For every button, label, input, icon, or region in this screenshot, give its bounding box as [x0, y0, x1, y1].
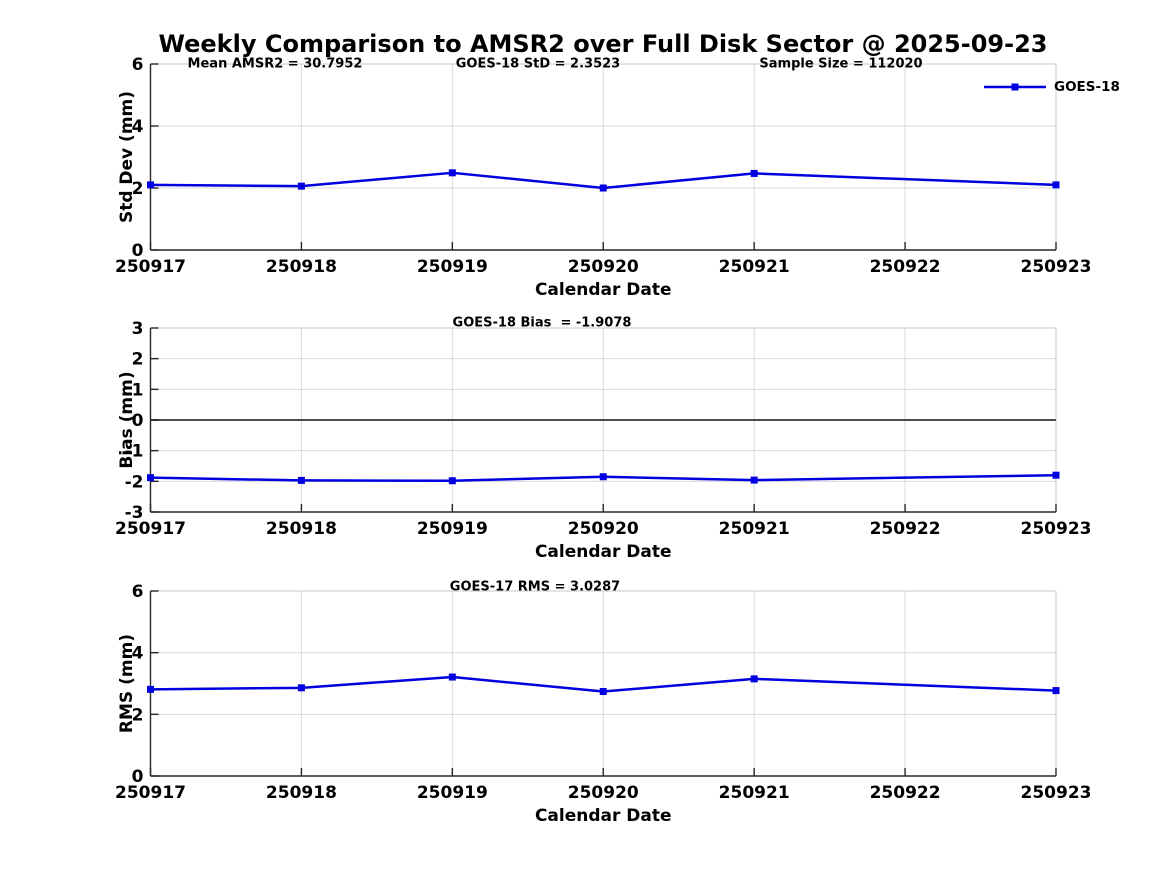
- annotation-text: GOES-18 StD = 2.3523: [456, 57, 620, 72]
- data-marker: [297, 476, 305, 484]
- y-axis-label: Bias (mm): [117, 371, 137, 468]
- subplot-bias: 250917 250918 250919 250920 250921 250922 2509…: [115, 316, 1091, 562]
- data-marker: [147, 685, 154, 693]
- annotation-text: Mean AMSR2 = 30.7952: [188, 57, 363, 72]
- x-tick-label: 250918: [266, 783, 337, 803]
- y-axis-label: Std Dev (mm): [117, 91, 137, 223]
- x-tick-label: 250918: [266, 519, 337, 539]
- y-tick-label: -3: [125, 503, 144, 523]
- y-tick-label: 6: [132, 582, 144, 602]
- data-marker: [750, 675, 758, 683]
- data-line-goes-18: [150, 171, 1057, 190]
- x-tick-label: 250923: [1021, 257, 1092, 277]
- x-tick-label: 250917: [115, 519, 186, 539]
- x-tick-label: 250921: [719, 257, 790, 277]
- x-tick-label: 250923: [1021, 783, 1092, 803]
- data-line-goes-18: [150, 675, 1057, 693]
- data-marker: [599, 473, 607, 481]
- x-tick-label: 250919: [417, 257, 488, 277]
- chart-title: Weekly Comparison to AMSR2 over Full Dis…: [158, 30, 1048, 58]
- subplot-std-dev: 250917 250918 250919 250920 250921 250922 2509…: [115, 55, 1091, 300]
- data-marker: [147, 474, 154, 482]
- data-marker: [1052, 181, 1060, 189]
- x-tick-label: 250923: [1021, 519, 1092, 539]
- x-tick-label: 250922: [870, 783, 941, 803]
- y-tick-label: 2: [132, 350, 144, 370]
- x-tick-label: 250917: [115, 257, 186, 277]
- y-tick-label: 4: [132, 117, 144, 137]
- x-tick-label: 250922: [870, 257, 941, 277]
- data-marker: [297, 684, 305, 692]
- x-axis-label: Calendar Date: [535, 806, 672, 826]
- x-tick-label: 250920: [568, 783, 639, 803]
- subplot-rms: 250917 250918 250919 250920 250921 250922 2509…: [115, 580, 1091, 826]
- data-marker: [599, 184, 607, 192]
- data-marker: [1052, 471, 1060, 479]
- x-tick-label: 250921: [719, 519, 790, 539]
- x-tick-label: 250917: [115, 783, 186, 803]
- data-marker: [147, 181, 154, 189]
- data-marker: [599, 688, 607, 696]
- data-marker: [750, 476, 758, 484]
- data-marker: [448, 477, 456, 485]
- y-tick-label: 1: [132, 380, 144, 400]
- annotation-text: Sample Size = 112020: [759, 57, 922, 72]
- data-marker: [448, 673, 456, 681]
- x-tick-label: 250921: [719, 783, 790, 803]
- legend-line-marker-icon: [984, 83, 1046, 91]
- x-tick-label: 250920: [568, 519, 639, 539]
- data-marker: [448, 169, 456, 177]
- x-tick-label: 250918: [266, 257, 337, 277]
- data-marker: [297, 182, 305, 190]
- x-axis-label: Calendar Date: [535, 542, 672, 562]
- y-axis-label: RMS (mm): [117, 634, 137, 733]
- y-tick-label: 0: [132, 241, 144, 261]
- y-tick-label: 6: [132, 55, 144, 75]
- y-tick-label: 4: [132, 644, 144, 664]
- data-marker: [1052, 687, 1060, 695]
- annotation-text: GOES-18 Bias = -1.9078: [453, 316, 632, 331]
- x-tick-label: 250922: [870, 519, 941, 539]
- y-tick-label: 0: [132, 767, 144, 787]
- x-tick-label: 250919: [417, 519, 488, 539]
- x-axis-label: Calendar Date: [535, 280, 672, 300]
- annotation-text: GOES-17 RMS = 3.0287: [450, 580, 620, 595]
- data-line-goes-18: [150, 473, 1057, 482]
- y-tick-label: 3: [132, 319, 144, 339]
- legend-label: GOES-18: [1054, 79, 1120, 95]
- y-tick-label: -1: [125, 442, 144, 462]
- y-tick-label: -2: [125, 472, 144, 492]
- data-marker: [750, 169, 758, 177]
- y-tick-label: 2: [132, 705, 144, 725]
- y-tick-label: 0: [132, 411, 144, 431]
- legend: GOES-18: [983, 79, 1120, 95]
- y-tick-label: 2: [132, 179, 144, 199]
- x-tick-label: 250919: [417, 783, 488, 803]
- x-tick-label: 250920: [568, 257, 639, 277]
